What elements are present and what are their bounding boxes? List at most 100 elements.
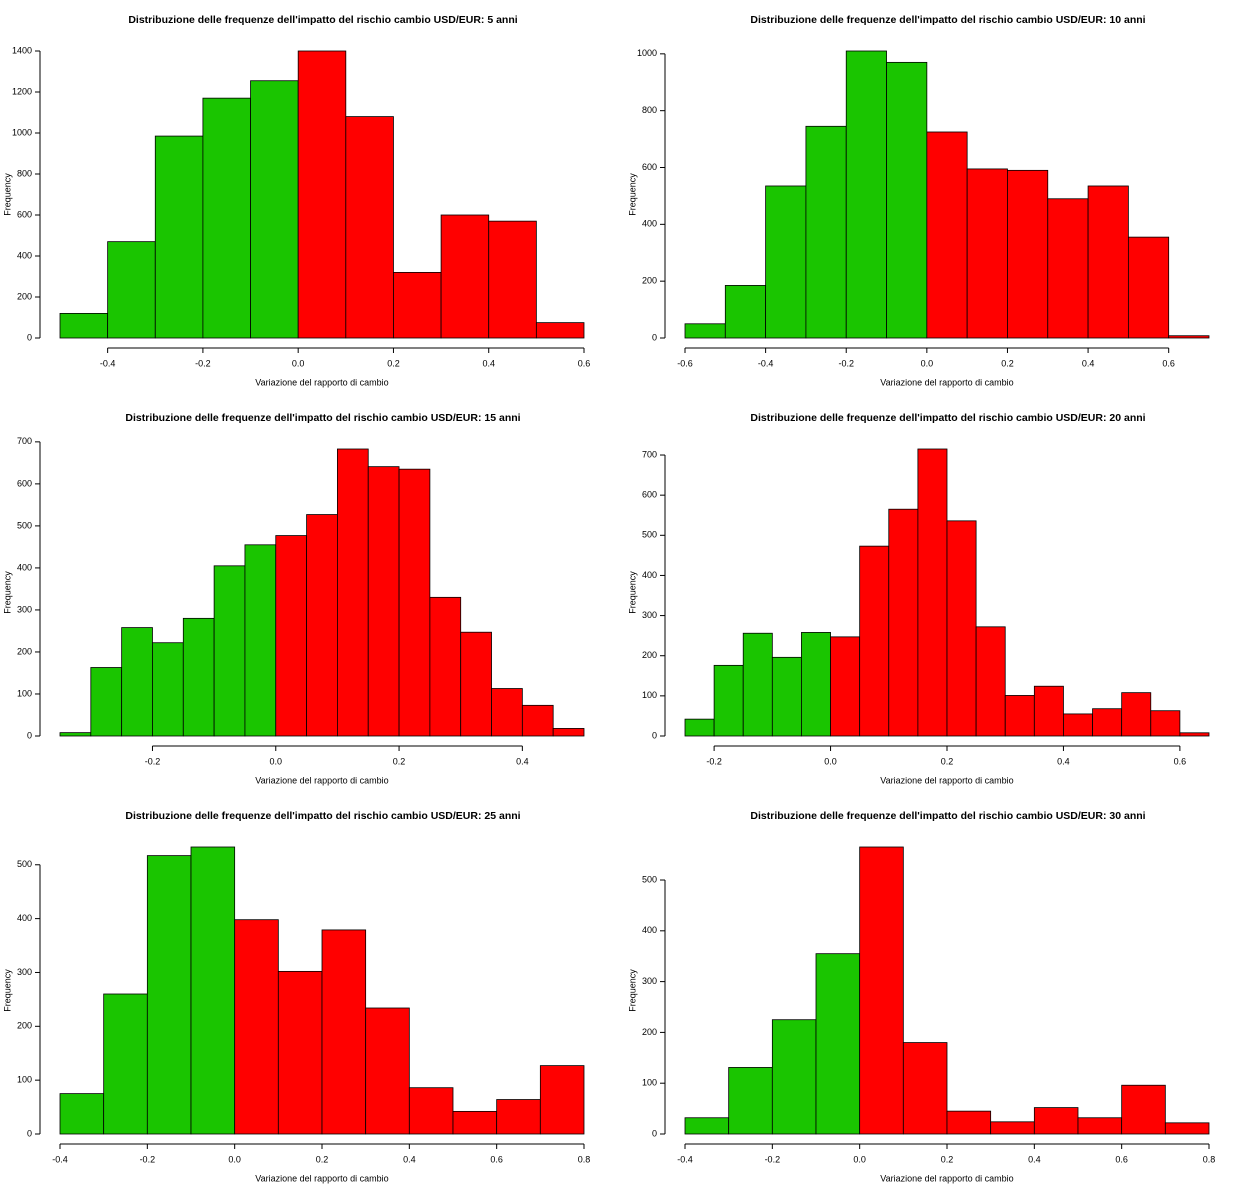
chart-panel: Distribuzione delle frequenze dell'impat… — [2, 14, 590, 388]
bar — [367, 466, 400, 737]
y-tick-label: 100 — [17, 688, 32, 698]
x-tick-label: -0.2 — [838, 358, 854, 368]
bar — [452, 1110, 498, 1135]
bar — [365, 1007, 410, 1135]
x-tick-label: -0.4 — [677, 1154, 693, 1164]
x-tick-label: 0.4 — [1057, 756, 1070, 766]
bar — [724, 285, 767, 339]
bar — [234, 919, 279, 1135]
bar — [771, 1019, 817, 1135]
bar — [552, 728, 585, 737]
bar — [535, 322, 585, 339]
bar — [765, 185, 807, 339]
x-tick-label: 0.0 — [292, 358, 305, 368]
x-tick-label: -0.6 — [677, 358, 693, 368]
y-tick-label: 1000 — [637, 48, 657, 58]
bar — [154, 135, 204, 339]
y-tick-label: 600 — [642, 162, 657, 172]
chart-title: Distribuzione delle frequenze dell'impat… — [125, 810, 520, 822]
x-tick-label: 0.2 — [1001, 358, 1014, 368]
y-tick-label: 400 — [642, 925, 657, 935]
bar — [297, 50, 347, 339]
bar — [926, 131, 968, 339]
y-tick-label: 0 — [27, 332, 32, 342]
y-tick-label: 200 — [17, 646, 32, 656]
bar — [946, 1110, 992, 1135]
bar — [888, 508, 919, 737]
bar — [275, 535, 307, 737]
y-tick-label: 500 — [642, 874, 657, 884]
x-axis-label: Variazione del rapporto di cambio — [255, 1173, 388, 1183]
y-tick-label: 100 — [17, 1075, 32, 1085]
chart-title: Distribuzione delle frequenze dell'impat… — [750, 14, 1145, 26]
x-tick-label: 0.4 — [516, 756, 529, 766]
y-tick-label: 0 — [652, 730, 657, 740]
x-tick-label: 0.0 — [853, 1154, 866, 1164]
y-tick-label: 400 — [642, 570, 657, 580]
bar — [1077, 1117, 1123, 1135]
x-tick-label: 0.0 — [228, 1154, 241, 1164]
bar — [1121, 1084, 1166, 1135]
y-axis-label: Frequency — [2, 969, 12, 1012]
y-tick-label: 500 — [17, 859, 32, 869]
bar — [1004, 695, 1035, 737]
y-tick-label: 100 — [642, 690, 657, 700]
bar — [1150, 710, 1181, 737]
y-tick-label: 800 — [642, 105, 657, 115]
y-axis-label: Frequency — [627, 173, 637, 216]
x-axis-label: Variazione del rapporto di cambio — [880, 377, 1013, 387]
x-tick-label: 0.2 — [316, 1154, 329, 1164]
y-tick-label: 300 — [642, 976, 657, 986]
chart-panel: Distribuzione delle frequenze dell'impat… — [627, 14, 1210, 387]
bar — [859, 846, 904, 1135]
bar — [1063, 713, 1093, 737]
bar — [90, 667, 123, 737]
x-tick-label: 0.4 — [1028, 1154, 1041, 1164]
bar — [107, 241, 156, 339]
bar — [182, 617, 215, 737]
x-axis-label: Variazione del rapporto di cambio — [880, 775, 1013, 785]
bar — [398, 468, 431, 737]
bar — [488, 220, 537, 339]
y-tick-label: 700 — [17, 436, 32, 446]
x-tick-label: 0.0 — [270, 756, 283, 766]
bar — [990, 1121, 1035, 1135]
bar — [202, 97, 251, 339]
bar — [146, 855, 192, 1135]
x-tick-label: -0.4 — [100, 358, 116, 368]
x-tick-label: 0.4 — [403, 1154, 416, 1164]
bar — [1092, 708, 1123, 737]
bar — [946, 520, 977, 737]
bar — [440, 214, 490, 339]
y-tick-label: 600 — [17, 478, 32, 488]
bar — [902, 1042, 948, 1135]
bar — [917, 448, 948, 737]
bar — [1047, 198, 1089, 339]
bar — [859, 545, 890, 737]
bar — [684, 718, 715, 737]
x-tick-label: 0.2 — [941, 756, 954, 766]
bar — [815, 953, 861, 1135]
bar — [805, 125, 847, 339]
bar — [429, 596, 462, 737]
x-tick-label: -0.2 — [145, 756, 161, 766]
y-tick-label: 600 — [17, 209, 32, 219]
y-tick-label: 300 — [17, 604, 32, 614]
bar — [1168, 335, 1210, 339]
bar — [728, 1067, 773, 1135]
y-tick-label: 500 — [17, 520, 32, 530]
chart-title: Distribuzione delle frequenze dell'impat… — [128, 14, 517, 26]
y-tick-label: 0 — [27, 730, 32, 740]
x-tick-label: -0.4 — [52, 1154, 68, 1164]
bar — [1033, 1107, 1079, 1135]
y-tick-label: 1200 — [12, 86, 32, 96]
x-tick-label: 0.4 — [482, 358, 495, 368]
bar — [1127, 236, 1170, 339]
bar — [306, 514, 338, 737]
x-tick-label: -0.4 — [758, 358, 774, 368]
y-tick-label: 1400 — [12, 45, 32, 55]
y-tick-label: 200 — [17, 291, 32, 301]
y-axis-label: Frequency — [627, 969, 637, 1012]
